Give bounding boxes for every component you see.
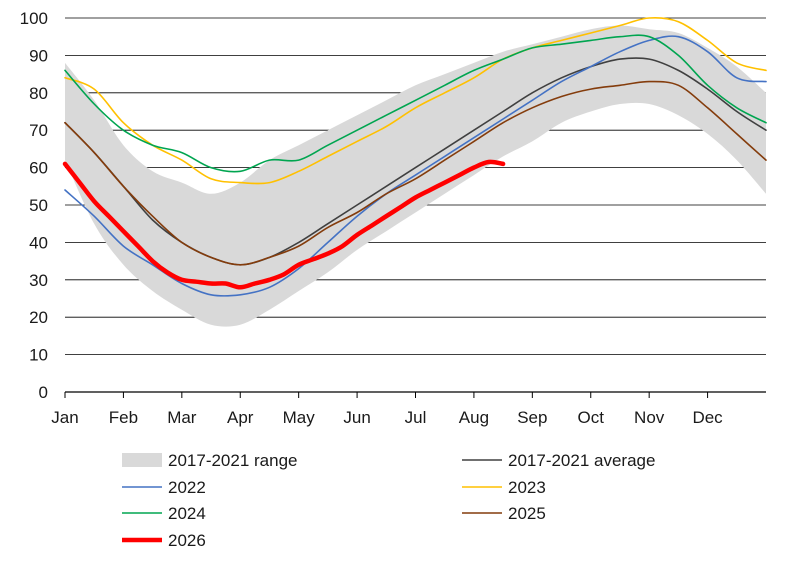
x-axis-ticks: Jan Feb Mar Apr May Jun Jul Aug Sep Oct Nov Dec — [51, 392, 723, 427]
y-tick-label: 90 — [29, 46, 48, 65]
legend-swatch-range — [122, 453, 162, 467]
legend-label: 2023 — [508, 478, 546, 497]
series-line-2025 — [64, 80, 767, 266]
x-tick-label: Jul — [405, 408, 427, 427]
x-tick-label: Apr — [227, 408, 254, 427]
y-tick-label: 20 — [29, 308, 48, 327]
y-tick-label: 40 — [29, 233, 48, 252]
x-tick-label: Feb — [109, 408, 138, 427]
series-lines — [62, 17, 767, 297]
series-line-2022 — [64, 35, 767, 297]
x-tick-label: Aug — [459, 408, 489, 427]
legend-label: 2017-2021 average — [508, 451, 655, 470]
y-tick-label: 70 — [29, 121, 48, 140]
legend: 2017-2021 range 2017-2021 average 2022 2023… — [122, 451, 655, 550]
x-tick-label: Jun — [343, 408, 370, 427]
x-tick-label: Nov — [634, 408, 665, 427]
legend-label: 2017-2021 range — [168, 451, 298, 470]
y-tick-label: 80 — [29, 84, 48, 103]
x-tick-label: Oct — [578, 408, 605, 427]
y-tick-label: 100 — [20, 9, 48, 28]
y-tick-label: 50 — [29, 196, 48, 215]
x-tick-label: Sep — [517, 408, 547, 427]
series-line-2026 — [62, 159, 506, 290]
y-tick-label: 10 — [29, 346, 48, 365]
x-tick-label: May — [283, 408, 316, 427]
legend-label: 2024 — [168, 504, 206, 523]
y-axis-ticks: 0 10 20 30 40 50 60 70 80 90 100 — [20, 9, 48, 402]
x-tick-label: Jan — [51, 408, 78, 427]
y-tick-label: 30 — [29, 271, 48, 290]
y-tick-label: 0 — [39, 383, 48, 402]
x-tick-label: Dec — [692, 408, 723, 427]
legend-label: 2022 — [168, 478, 206, 497]
series-line-2023 — [64, 17, 767, 185]
y-tick-label: 60 — [29, 159, 48, 178]
legend-label: 2025 — [508, 504, 546, 523]
legend-label: 2026 — [168, 531, 206, 550]
x-tick-label: Mar — [167, 408, 197, 427]
series-line-2024 — [64, 34, 767, 173]
